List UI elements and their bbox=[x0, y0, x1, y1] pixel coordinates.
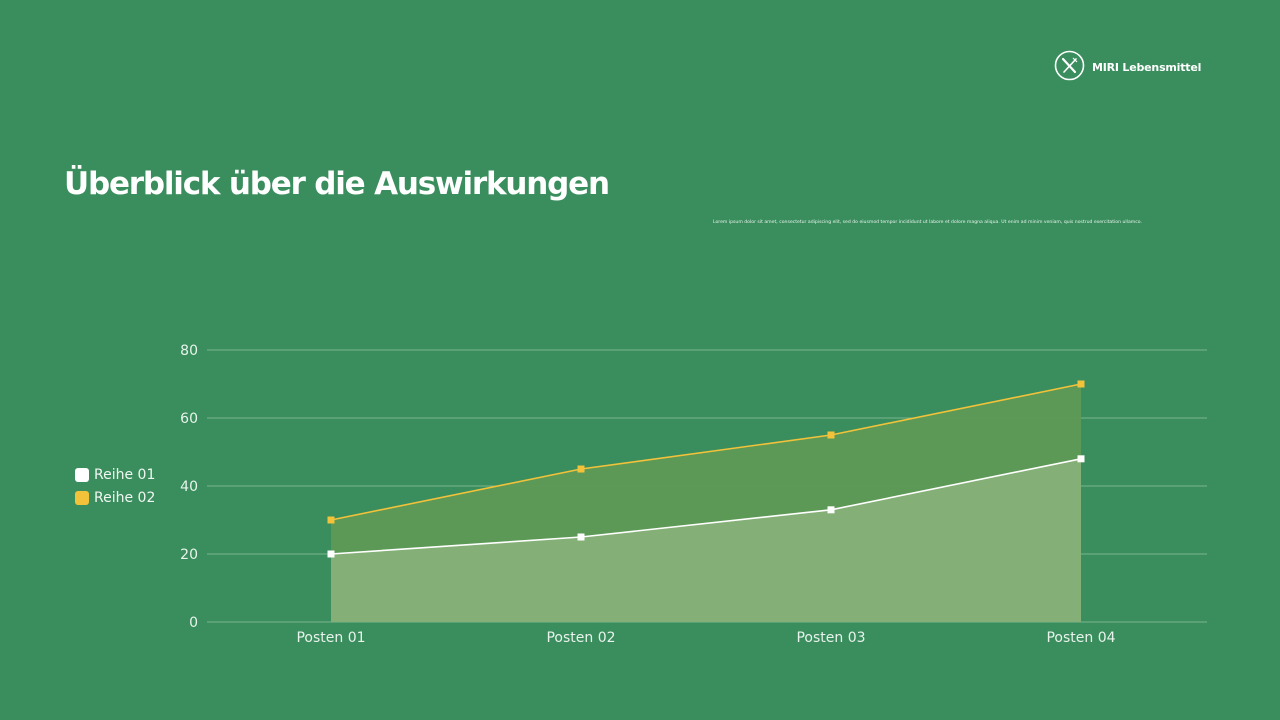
svg-text:80: 80 bbox=[180, 343, 198, 359]
series-lines bbox=[330, 383, 1082, 555]
subtitle-text: Lorem ipsum dolor sit amet, consectetur … bbox=[713, 220, 1142, 225]
series-areas bbox=[331, 384, 1081, 622]
y-axis-labels: 0 20 40 60 80 bbox=[180, 343, 198, 631]
legend-swatch bbox=[75, 467, 89, 482]
fork-knife-icon bbox=[1054, 50, 1085, 85]
legend-item-reihe-01: Reihe 01 bbox=[75, 463, 155, 486]
data-markers bbox=[327, 380, 1085, 558]
page-title: Überblick über die Auswirkungen bbox=[64, 166, 610, 202]
svg-text:60: 60 bbox=[180, 411, 198, 427]
svg-text:20: 20 bbox=[180, 547, 198, 563]
brand-name: MIRI Lebensmittel bbox=[1092, 61, 1202, 74]
legend-swatch bbox=[75, 490, 89, 505]
legend-label: Reihe 01 bbox=[94, 466, 156, 483]
brand-logo: MIRI Lebensmittel bbox=[1054, 50, 1201, 85]
x-axis-labels: Posten 01 Posten 02 Posten 03 Posten 04 bbox=[296, 630, 1115, 646]
svg-text:40: 40 bbox=[180, 479, 198, 495]
svg-text:0: 0 bbox=[189, 615, 198, 631]
svg-text:Posten 01: Posten 01 bbox=[296, 630, 365, 646]
chart-legend: Reihe 01 Reihe 02 bbox=[75, 463, 155, 509]
svg-text:Posten 03: Posten 03 bbox=[796, 630, 865, 646]
svg-text:Posten 02: Posten 02 bbox=[546, 630, 615, 646]
legend-item-reihe-02: Reihe 02 bbox=[75, 486, 155, 509]
legend-label: Reihe 02 bbox=[94, 489, 156, 506]
svg-text:Posten 04: Posten 04 bbox=[1046, 630, 1115, 646]
